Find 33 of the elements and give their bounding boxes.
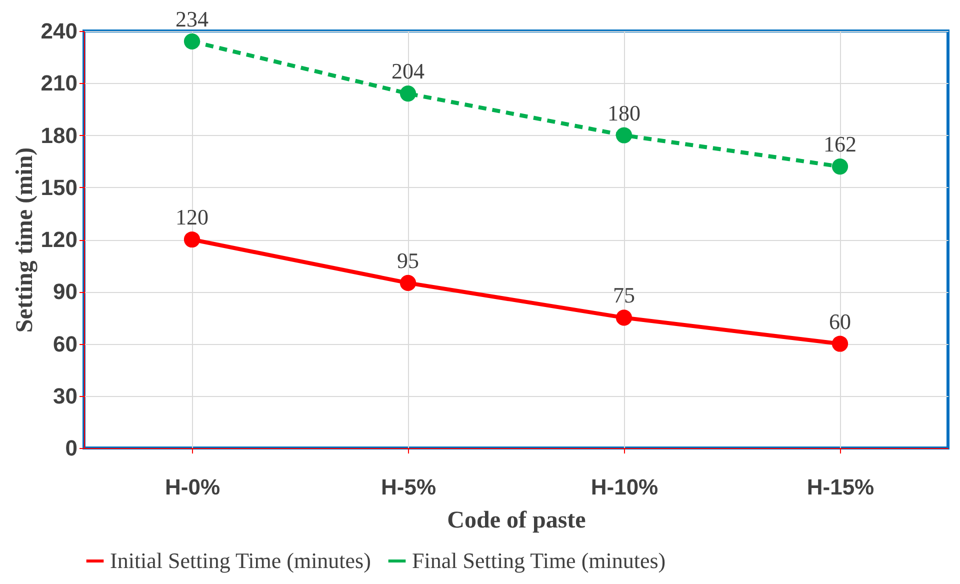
y-tick-label: 180: [40, 122, 78, 148]
y-tick-label: 90: [53, 279, 78, 304]
point: [616, 310, 632, 326]
y-tick-label: 150: [40, 174, 78, 200]
point: [616, 127, 632, 144]
legend-label: Initial Setting Time (minutes): [110, 548, 371, 573]
data-label: 120: [176, 204, 208, 230]
y-tick-label: 120: [40, 227, 78, 252]
y-tick-label: 210: [40, 70, 78, 96]
point: [400, 274, 416, 291]
x-tick-label: H-5%: [380, 474, 436, 500]
y-tick-label: 240: [40, 18, 78, 44]
point: [832, 336, 848, 352]
x-tick-label: H-15%: [806, 474, 874, 500]
data-label: 162: [824, 132, 856, 157]
data-label: 204: [392, 58, 424, 84]
data-label: 234: [176, 6, 208, 32]
y-axis-title: Setting time (min): [12, 147, 38, 333]
x-tick-label: H-10%: [590, 474, 658, 500]
point: [184, 33, 200, 50]
x-tick-label: H-0%: [164, 474, 220, 500]
data-label: 75: [613, 282, 635, 308]
y-tick-label: 30: [53, 383, 78, 408]
point: [832, 158, 848, 175]
y-tick-label: 60: [53, 331, 78, 356]
data-label: 60: [829, 308, 851, 334]
point: [400, 86, 416, 102]
legend-label: Final Setting Time (minutes): [412, 548, 666, 573]
x-axis-title: Code of paste: [447, 508, 586, 534]
y-tick-label: 0: [65, 436, 78, 460]
data-label: 95: [397, 248, 419, 273]
data-label: 180: [608, 100, 640, 126]
point: [184, 231, 200, 248]
